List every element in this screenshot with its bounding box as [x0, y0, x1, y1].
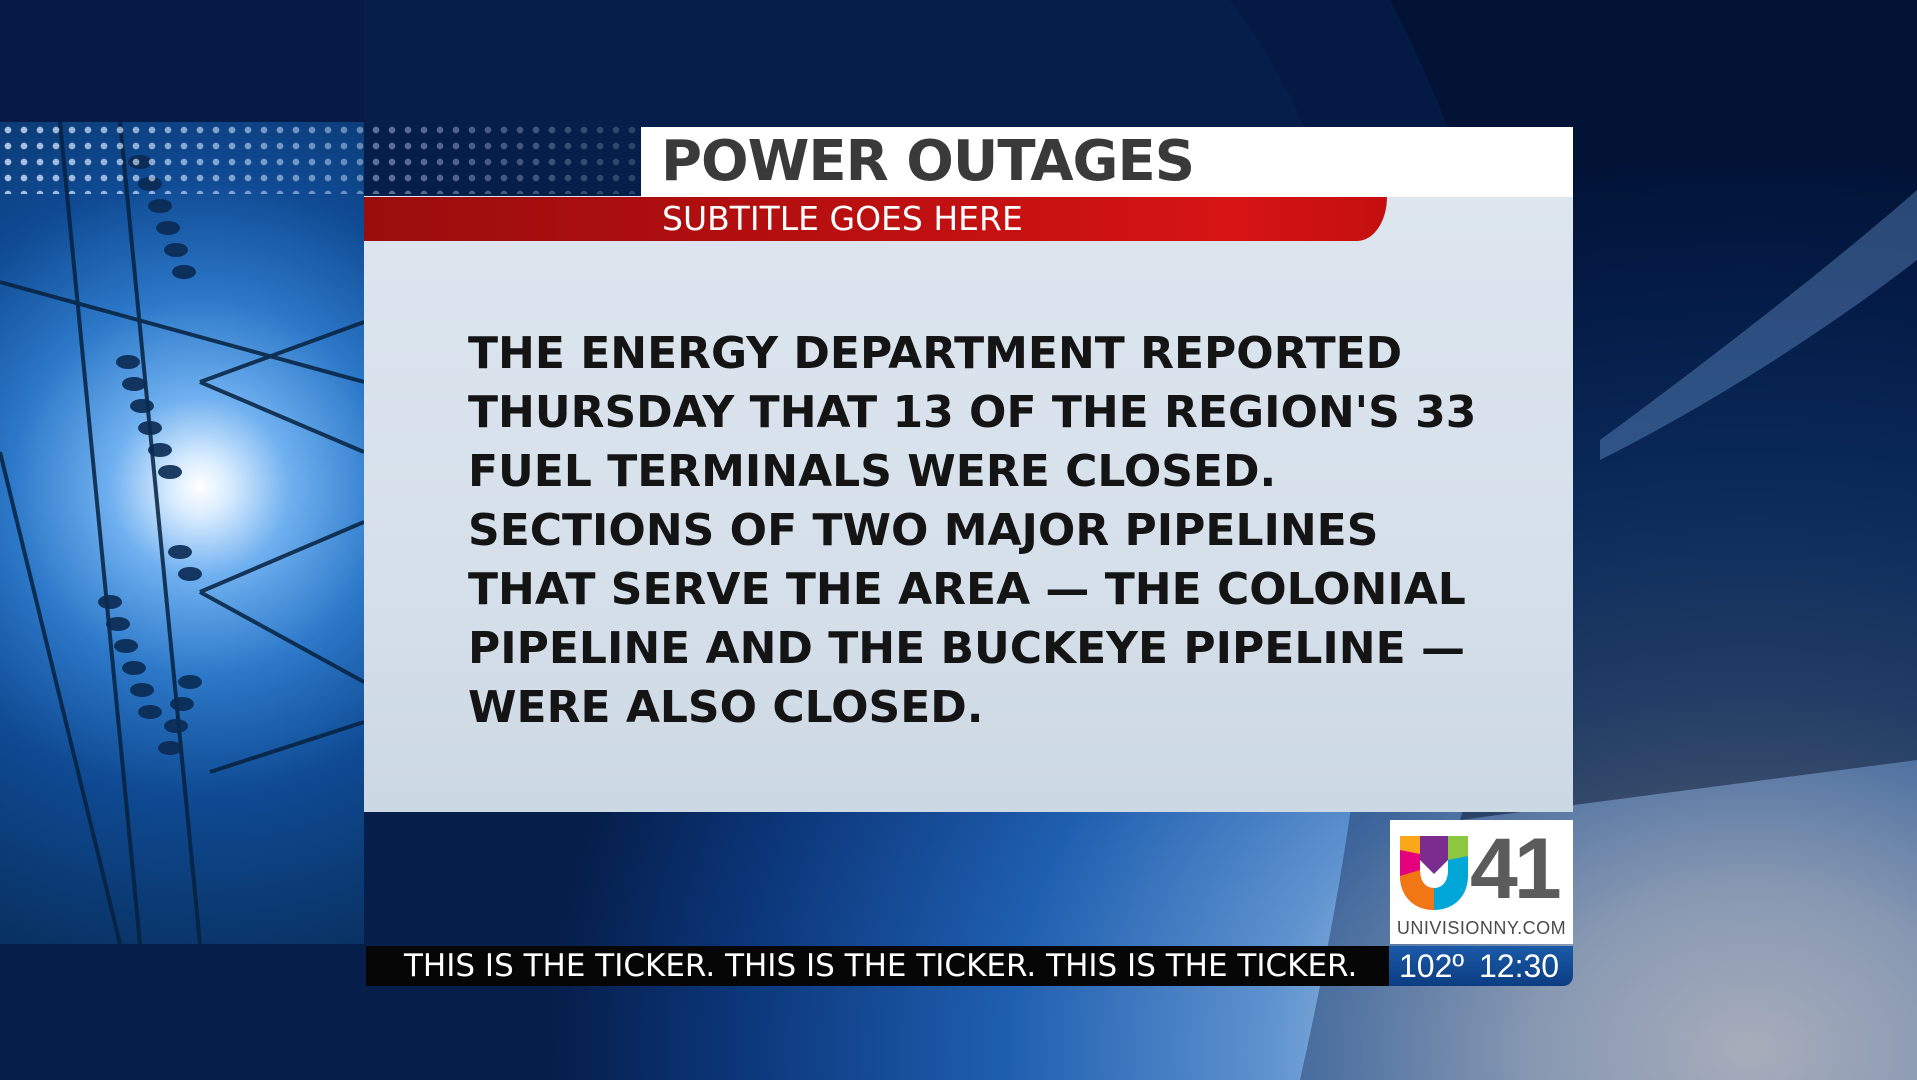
- body-line: SECTIONS OF TWO MAJOR PIPELINES: [468, 505, 1379, 556]
- body-line: WERE ALSO CLOSED.: [468, 682, 984, 733]
- temperature: 102º: [1399, 948, 1465, 984]
- clock-time: 12:30: [1479, 948, 1560, 984]
- body-text: THE ENERGY DEPARTMENT REPORTED THURSDAY …: [468, 324, 1477, 737]
- station-url: UNIVISIONNY.COM: [1396, 918, 1567, 938]
- univision-logo-icon: [1400, 836, 1468, 910]
- title-box: POWER OUTAGES: [641, 127, 1573, 197]
- page-title: POWER OUTAGES: [661, 129, 1195, 194]
- body-line: FUEL TERMINALS WERE CLOSED.: [468, 446, 1277, 497]
- station-logo: 41 UNIVISIONNY.COM: [1390, 820, 1573, 944]
- channel-number: 41: [1470, 821, 1562, 917]
- body-line: PIPELINE AND THE BUCKEYE PIPELINE —: [468, 623, 1465, 674]
- subtitle: SUBTITLE GOES HERE: [662, 199, 1023, 238]
- subtitle-bar: [364, 197, 1387, 241]
- weather-time-box: 102º 12:30: [1389, 946, 1573, 986]
- content-panel: [364, 196, 1573, 812]
- body-line: THURSDAY THAT 13 OF THE REGION'S 33: [468, 387, 1477, 438]
- ticker-text: THIS IS THE TICKER. THIS IS THE TICKER. …: [404, 948, 1358, 984]
- body-line: THAT SERVE THE AREA — THE COLONIAL: [468, 564, 1466, 615]
- dot-pattern: [0, 122, 640, 194]
- body-line: THE ENERGY DEPARTMENT REPORTED: [468, 328, 1403, 379]
- power-lines-photo: [0, 122, 364, 944]
- transmission-tower-icon: [0, 122, 364, 944]
- news-ticker: THIS IS THE TICKER. THIS IS THE TICKER. …: [366, 946, 1389, 986]
